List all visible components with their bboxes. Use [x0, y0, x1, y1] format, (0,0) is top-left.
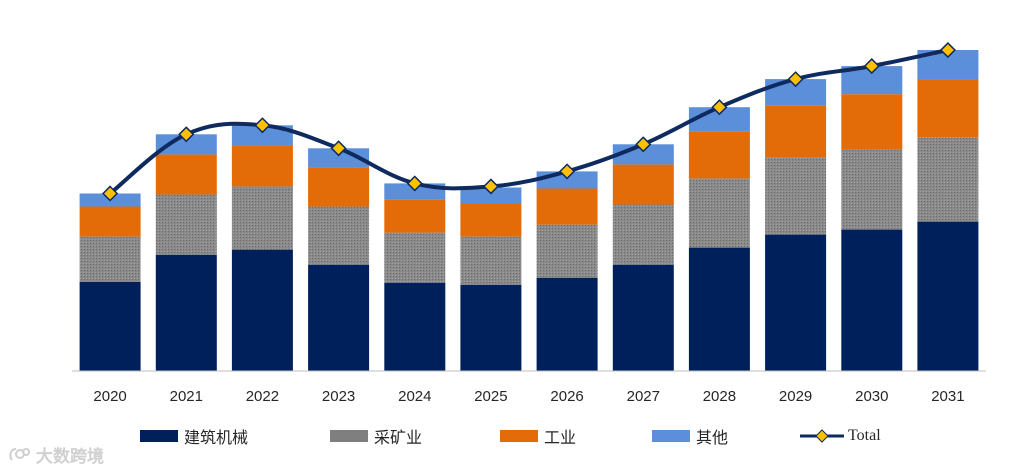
x-tick-label: 2030 — [855, 388, 888, 405]
legend-swatch — [500, 430, 538, 442]
total-marker-2026 — [559, 163, 576, 180]
x-tick-label: 2029 — [779, 388, 812, 405]
bar-segment-2026-0 — [536, 277, 598, 371]
bar-segment-2025-3 — [460, 187, 522, 204]
total-marker-2029 — [787, 71, 804, 88]
legend-swatch — [140, 430, 178, 442]
stacked-bar-chart: 2020 2021 2022 2023 2024 2025 2026 2027 2028 2029… — [72, 41, 986, 405]
bar-segment-2027-0 — [612, 264, 674, 371]
watermark-logo-icon — [9, 447, 30, 461]
legend-item-other: 其他 — [652, 422, 728, 450]
bar-segment-2028-0 — [688, 247, 750, 371]
bar-segment-2021-0 — [155, 254, 217, 371]
bar-segment-2026-1 — [536, 224, 598, 278]
bar-segment-2023-1 — [308, 206, 370, 265]
total-marker-2024 — [406, 175, 423, 192]
total-marker-2027 — [635, 136, 652, 153]
legend-swatch — [652, 430, 690, 442]
bar-segment-2020-2 — [79, 206, 141, 237]
bar-segment-2024-1 — [384, 232, 446, 283]
bar-segment-2024-0 — [384, 282, 446, 371]
legend-item-construction: 建筑机械 — [140, 422, 248, 450]
bar-segment-2021-1 — [155, 194, 217, 255]
total-marker-2031 — [939, 41, 956, 59]
legend-item-total: Total — [800, 422, 881, 450]
bar-segment-2026-2 — [536, 188, 598, 225]
legend-swatch — [330, 430, 368, 442]
bar-segment-2025-1 — [460, 236, 522, 285]
bar-segment-2025-2 — [460, 203, 522, 237]
total-marker-2023 — [330, 140, 347, 157]
bar-segment-2024-2 — [384, 199, 446, 233]
legend-item-industry: 工业 — [500, 422, 576, 450]
bar-segment-2020-1 — [79, 236, 141, 282]
legend-label: 其他 — [696, 428, 729, 447]
bar-segment-2022-3 — [231, 125, 293, 146]
bar-segment-2029-1 — [765, 157, 827, 235]
bar-segment-2027-1 — [612, 204, 674, 265]
legend-label: Total — [848, 427, 881, 444]
legend-item-mining: 采矿业 — [330, 422, 422, 450]
legend-label: 采矿业 — [374, 428, 423, 447]
legend-label: 建筑机械 — [184, 428, 249, 447]
total-marker-2028 — [711, 99, 728, 116]
total-marker-2022 — [254, 117, 271, 134]
legend-line-marker-icon — [800, 429, 844, 443]
bar-segment-2031-1 — [917, 137, 979, 222]
x-tick-label: 2024 — [398, 388, 431, 405]
bar-segment-2021-3 — [155, 134, 217, 155]
x-tick-label: 2026 — [550, 388, 583, 405]
x-tick-label: 2023 — [322, 388, 355, 405]
bar-segment-2031-0 — [917, 221, 979, 371]
bar-segment-2022-1 — [231, 186, 293, 250]
bar-segment-2030-0 — [841, 229, 903, 371]
bar-segment-2028-2 — [688, 131, 750, 179]
bar-segment-2022-0 — [231, 249, 293, 371]
x-tick-label: 2031 — [931, 388, 964, 405]
bar-segment-2025-0 — [460, 284, 522, 371]
bar-segment-2029-2 — [765, 105, 827, 158]
bar-segment-2020-0 — [79, 281, 141, 371]
bar-segment-2022-2 — [231, 145, 293, 187]
bar-segment-2030-2 — [841, 94, 903, 150]
total-marker-2030 — [863, 58, 880, 75]
total-marker-2025 — [482, 178, 499, 195]
total-marker-2021 — [178, 126, 195, 143]
legend-label: 工业 — [544, 428, 577, 447]
watermark-text: 大数跨境 — [36, 447, 104, 467]
bar-segment-2028-1 — [688, 178, 750, 248]
x-tick-label: 2028 — [703, 388, 736, 405]
x-tick-label: 2020 — [93, 388, 126, 405]
bar-segment-2027-2 — [612, 164, 674, 205]
bar-segment-2021-2 — [155, 154, 217, 195]
x-tick-label: 2021 — [170, 388, 203, 405]
bar-segment-2029-0 — [765, 234, 827, 371]
legend: 建筑机械 采矿业 工业 其他 Total — [0, 422, 1019, 450]
x-tick-label: 2027 — [627, 388, 660, 405]
bar-segment-2023-0 — [308, 264, 370, 371]
x-tick-label: 2022 — [246, 388, 279, 405]
bar-segment-2031-2 — [917, 79, 979, 138]
x-tick-label: 2025 — [474, 388, 507, 405]
watermark: 大数跨境 — [8, 442, 104, 467]
total-marker-2020 — [102, 185, 119, 202]
bar-segment-2023-2 — [308, 167, 370, 207]
bar-segment-2030-1 — [841, 149, 903, 230]
